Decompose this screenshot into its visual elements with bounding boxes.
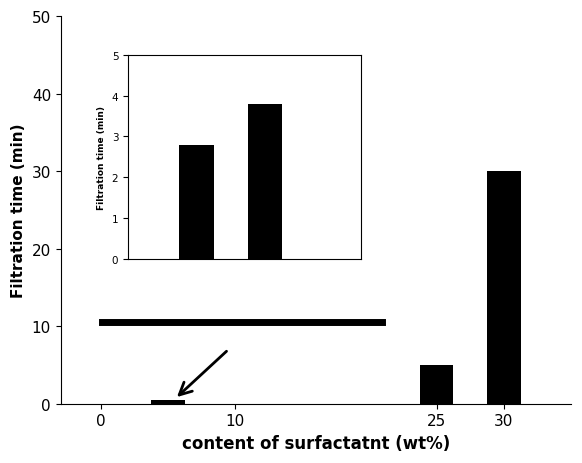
Y-axis label: Filtration time (min): Filtration time (min) bbox=[11, 123, 26, 297]
Bar bbox=[179, 145, 214, 259]
Bar bbox=[420, 365, 453, 404]
Y-axis label: Filtration time (min): Filtration time (min) bbox=[97, 106, 106, 209]
Bar bbox=[248, 105, 282, 259]
X-axis label: content of surfactatnt (wt%): content of surfactatnt (wt%) bbox=[182, 434, 450, 452]
Bar bbox=[487, 172, 520, 404]
Bar bbox=[151, 400, 185, 404]
